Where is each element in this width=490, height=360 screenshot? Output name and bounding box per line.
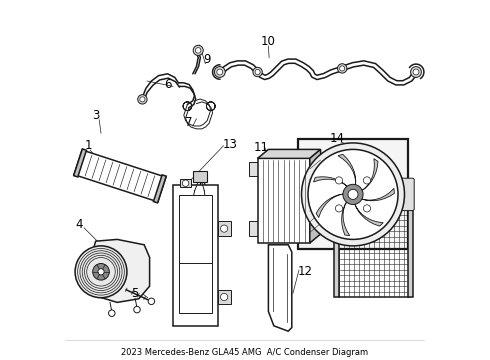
- Circle shape: [215, 67, 225, 77]
- Circle shape: [182, 180, 189, 186]
- FancyBboxPatch shape: [408, 187, 414, 297]
- Polygon shape: [269, 245, 292, 331]
- FancyBboxPatch shape: [218, 221, 231, 236]
- Circle shape: [301, 143, 404, 246]
- Circle shape: [134, 306, 140, 313]
- Circle shape: [364, 177, 370, 184]
- Polygon shape: [74, 150, 166, 202]
- FancyBboxPatch shape: [193, 171, 207, 182]
- Text: 11: 11: [254, 141, 269, 154]
- Polygon shape: [153, 175, 166, 203]
- Circle shape: [338, 64, 347, 73]
- Polygon shape: [361, 188, 394, 201]
- Text: 2023 Mercedes-Benz GLA45 AMG  A/C Condenser Diagram: 2023 Mercedes-Benz GLA45 AMG A/C Condens…: [122, 348, 368, 356]
- FancyBboxPatch shape: [179, 195, 212, 313]
- Text: 2: 2: [379, 204, 387, 217]
- Circle shape: [140, 97, 145, 102]
- FancyBboxPatch shape: [298, 139, 408, 249]
- Polygon shape: [338, 154, 356, 186]
- Text: 12: 12: [298, 265, 313, 278]
- Polygon shape: [316, 194, 344, 217]
- FancyBboxPatch shape: [180, 179, 191, 187]
- Circle shape: [340, 66, 345, 71]
- Circle shape: [109, 310, 115, 316]
- Circle shape: [75, 246, 127, 298]
- Text: 8: 8: [198, 177, 205, 190]
- Text: 3: 3: [92, 109, 99, 122]
- Text: 6: 6: [164, 78, 171, 91]
- Polygon shape: [88, 239, 149, 302]
- Circle shape: [335, 205, 343, 212]
- Text: 1: 1: [85, 139, 92, 152]
- Text: 5: 5: [131, 287, 139, 300]
- Polygon shape: [248, 221, 258, 236]
- Circle shape: [98, 269, 104, 275]
- Polygon shape: [314, 177, 348, 187]
- Text: 10: 10: [261, 35, 276, 48]
- FancyBboxPatch shape: [218, 290, 231, 304]
- Polygon shape: [310, 149, 320, 243]
- Circle shape: [413, 69, 419, 75]
- Polygon shape: [258, 149, 320, 158]
- Circle shape: [335, 177, 343, 184]
- FancyBboxPatch shape: [339, 187, 409, 297]
- Circle shape: [364, 205, 370, 212]
- Polygon shape: [248, 162, 258, 176]
- Text: 13: 13: [223, 138, 238, 150]
- Circle shape: [148, 298, 155, 305]
- Circle shape: [253, 67, 262, 77]
- Text: 14: 14: [329, 132, 344, 145]
- Polygon shape: [354, 203, 383, 226]
- Circle shape: [217, 69, 223, 75]
- Circle shape: [343, 184, 363, 204]
- Polygon shape: [74, 149, 86, 177]
- Polygon shape: [342, 201, 350, 236]
- Circle shape: [220, 293, 228, 301]
- Text: 4: 4: [75, 219, 82, 231]
- Circle shape: [308, 149, 398, 239]
- Polygon shape: [361, 159, 378, 191]
- FancyBboxPatch shape: [334, 187, 339, 297]
- Text: 7: 7: [185, 116, 193, 129]
- FancyBboxPatch shape: [396, 178, 414, 211]
- Polygon shape: [258, 158, 310, 243]
- Circle shape: [255, 69, 260, 75]
- Circle shape: [193, 45, 203, 55]
- FancyBboxPatch shape: [173, 185, 218, 326]
- Circle shape: [220, 225, 228, 232]
- Circle shape: [196, 48, 201, 53]
- Circle shape: [93, 264, 109, 280]
- Circle shape: [348, 189, 358, 199]
- Text: 9: 9: [203, 53, 211, 66]
- Circle shape: [411, 67, 421, 77]
- Circle shape: [138, 95, 147, 104]
